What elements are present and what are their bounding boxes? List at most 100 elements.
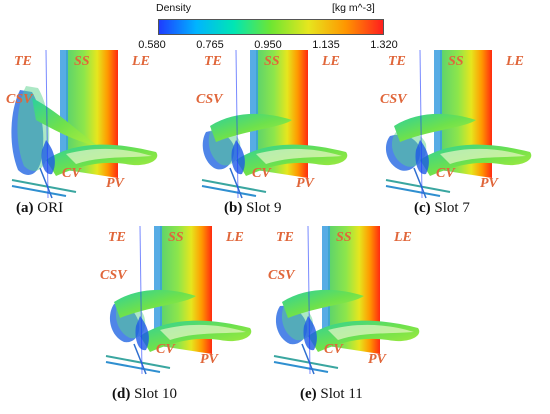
density-isosurface-render bbox=[11, 50, 158, 199]
caption-name: Slot 9 bbox=[246, 200, 282, 216]
blade-edge bbox=[60, 50, 68, 168]
label-pv: PV bbox=[106, 176, 124, 191]
passage-vortex-highlight bbox=[328, 324, 414, 340]
blade-edge bbox=[154, 226, 162, 344]
cavitation-core bbox=[135, 316, 149, 351]
label-le: LE bbox=[394, 230, 412, 245]
label-cv: CV bbox=[436, 166, 455, 181]
passage-vortex-highlight bbox=[256, 148, 342, 164]
trailing-edge-line bbox=[307, 226, 311, 375]
label-pv: PV bbox=[200, 352, 218, 367]
label-te: TE bbox=[276, 230, 294, 245]
tip-grid-line bbox=[11, 185, 67, 197]
blade-edge bbox=[322, 226, 330, 344]
caption-letter: (d) bbox=[112, 386, 131, 402]
trailing-edge-line bbox=[419, 50, 423, 199]
label-cv: CV bbox=[156, 342, 175, 357]
label-ss: SS bbox=[336, 230, 352, 245]
caption-name: Slot 11 bbox=[320, 386, 363, 402]
label-le: LE bbox=[506, 54, 524, 69]
label-cv: CV bbox=[252, 166, 271, 181]
colorbar-tick: 0.580 bbox=[138, 39, 166, 51]
density-isosurface-render bbox=[273, 226, 420, 375]
caption-letter: (c) bbox=[414, 200, 431, 216]
cavitation-core bbox=[415, 140, 429, 175]
tip-grid-line bbox=[385, 185, 441, 197]
tip-grid-line bbox=[133, 343, 147, 375]
contour-panel: TE SS LE CSV CV PV bbox=[268, 226, 438, 376]
density-isosurface-render bbox=[385, 50, 532, 199]
label-pv: PV bbox=[296, 176, 314, 191]
leakage-vortex-sheet bbox=[32, 98, 98, 146]
tip-grid-line bbox=[229, 167, 243, 199]
caption-name: ORI bbox=[37, 200, 64, 216]
label-cv: CV bbox=[62, 166, 81, 181]
label-le: LE bbox=[132, 54, 150, 69]
trailing-edge-line bbox=[235, 50, 239, 199]
cavitation-core bbox=[303, 316, 317, 351]
density-isosurface-render bbox=[105, 226, 252, 375]
caption-letter: (e) bbox=[300, 386, 317, 402]
label-te: TE bbox=[204, 54, 222, 69]
tip-grid-line bbox=[39, 167, 53, 199]
leakage-vortex-sheet bbox=[394, 113, 476, 142]
panel-caption: (b) Slot 9 bbox=[224, 200, 282, 217]
panel-caption: (c) Slot 7 bbox=[414, 200, 470, 217]
colorbar-unit: [kg m^-3] bbox=[332, 2, 375, 14]
label-csv: CSV bbox=[6, 92, 33, 107]
trailing-edge-line bbox=[139, 226, 143, 375]
colorbar-tick: 1.320 bbox=[370, 39, 398, 51]
panel-caption: (d) Slot 10 bbox=[112, 386, 177, 403]
contour-panel: TE SS LE CSV CV PV bbox=[100, 226, 270, 376]
label-te: TE bbox=[108, 230, 126, 245]
caption-letter: (b) bbox=[224, 200, 243, 216]
trailing-edge-line bbox=[45, 50, 49, 199]
tip-grid-line bbox=[201, 179, 267, 193]
contour-panel: TE SS LE CSV CV PV bbox=[380, 50, 550, 200]
label-pv: PV bbox=[368, 352, 386, 367]
blade-edge bbox=[434, 50, 442, 168]
colorbar-gradient bbox=[158, 19, 384, 35]
contour-panel: TE SS LE CSV CV PV bbox=[6, 50, 176, 200]
label-le: LE bbox=[322, 54, 340, 69]
tip-grid-line bbox=[105, 361, 161, 373]
label-le: LE bbox=[226, 230, 244, 245]
leakage-vortex-sheet bbox=[114, 289, 196, 318]
passage-vortex-highlight bbox=[66, 148, 152, 164]
tip-grid-line bbox=[273, 361, 329, 373]
label-te: TE bbox=[388, 54, 406, 69]
contour-panel: TE SS LE CSV CV PV bbox=[196, 50, 366, 200]
passage-vortex-highlight bbox=[440, 148, 526, 164]
label-cv: CV bbox=[324, 342, 343, 357]
tip-grid-line bbox=[105, 355, 171, 369]
tip-grid-line bbox=[413, 167, 427, 199]
leakage-vortex-sheet bbox=[210, 113, 292, 142]
density-colorbar: Density [kg m^-3] 0.580 0.765 0.950 1.13… bbox=[0, 0, 550, 52]
tip-grid-line bbox=[201, 185, 257, 197]
colorbar-tick: 0.950 bbox=[254, 39, 282, 51]
caption-name: Slot 10 bbox=[134, 386, 178, 402]
label-ss: SS bbox=[448, 54, 464, 69]
panel-caption: (e) Slot 11 bbox=[300, 386, 363, 403]
leakage-vortex-sheet bbox=[282, 289, 364, 318]
label-ss: SS bbox=[168, 230, 184, 245]
cavitation-core bbox=[41, 140, 55, 175]
label-csv: CSV bbox=[196, 92, 223, 107]
panel-caption: (a) ORI bbox=[16, 200, 63, 217]
label-te: TE bbox=[14, 54, 32, 69]
caption-letter: (a) bbox=[16, 200, 34, 216]
colorbar-title: Density bbox=[156, 2, 192, 14]
label-csv: CSV bbox=[268, 268, 295, 283]
label-csv: CSV bbox=[380, 92, 407, 107]
label-ss: SS bbox=[74, 54, 90, 69]
tip-grid-line bbox=[11, 179, 77, 193]
tip-grid-line bbox=[301, 343, 315, 375]
colorbar-tick: 0.765 bbox=[196, 39, 224, 51]
tip-grid-line bbox=[273, 355, 339, 369]
passage-vortex-highlight bbox=[160, 324, 246, 340]
tip-grid-line bbox=[385, 179, 451, 193]
colorbar-tick: 1.135 bbox=[312, 39, 340, 51]
blade-edge bbox=[250, 50, 258, 168]
cavitation-core bbox=[231, 140, 245, 175]
caption-name: Slot 7 bbox=[434, 200, 470, 216]
